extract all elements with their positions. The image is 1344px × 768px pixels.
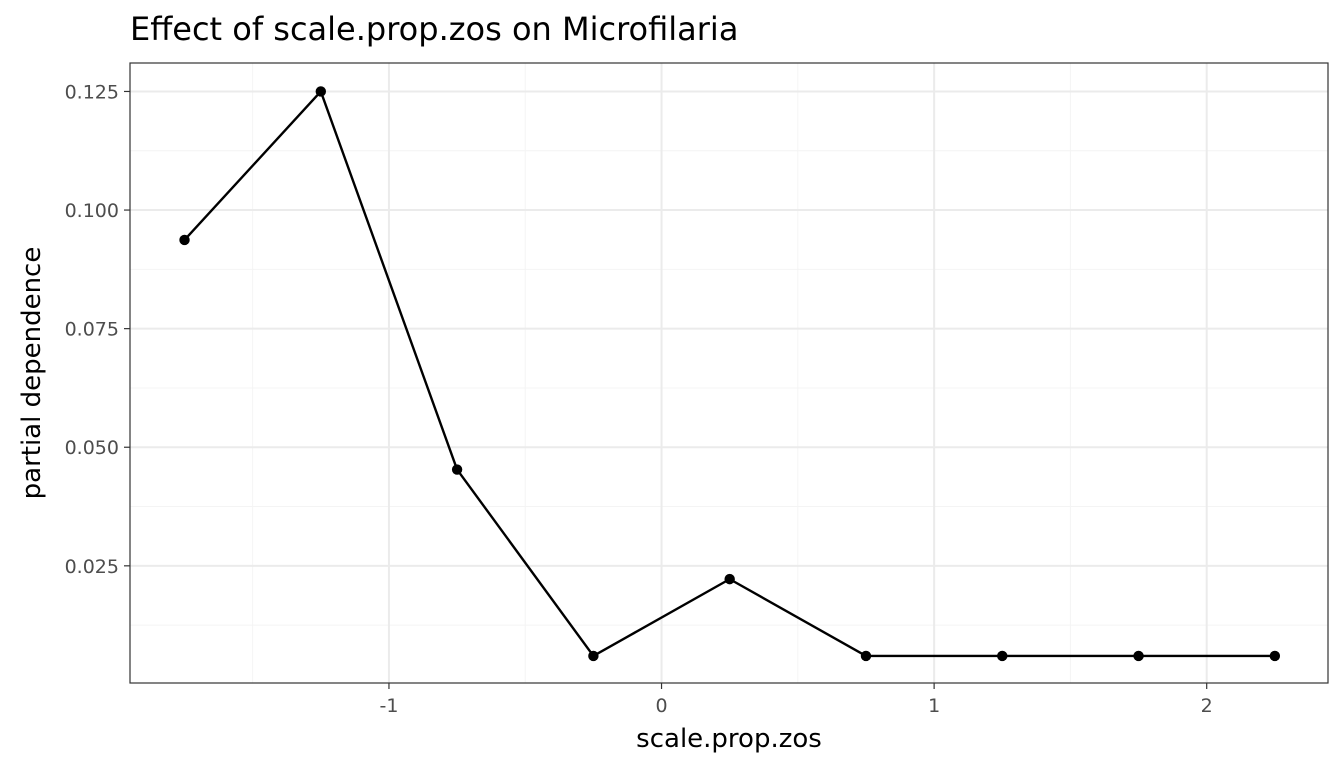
data-point xyxy=(451,464,463,475)
data-point xyxy=(179,234,190,246)
major-grid xyxy=(130,63,1328,683)
y-axis-title: partial dependence xyxy=(17,247,47,500)
plot-area xyxy=(129,62,1329,684)
y-tick-label: 0.050 xyxy=(65,437,119,459)
chart-title: Effect of scale.prop.zos on Microfilaria xyxy=(130,10,738,48)
data-point xyxy=(997,650,1008,662)
y-tick-label: 0.125 xyxy=(65,81,119,103)
x-tick-label: 2 xyxy=(1201,695,1213,717)
data-point xyxy=(860,650,872,662)
series-layer xyxy=(179,86,1281,662)
data-point xyxy=(588,650,599,662)
y-tick-label: 0.100 xyxy=(65,200,119,222)
y-axis: 0.025 0.050 0.075 0.100 0.125 xyxy=(65,81,130,578)
x-tick-label: 1 xyxy=(928,695,940,717)
y-tick-label: 0.025 xyxy=(65,556,119,578)
x-axis: -1 0 1 2 xyxy=(379,683,1213,717)
x-axis-title: scale.prop.zos xyxy=(636,724,822,754)
data-point xyxy=(724,573,735,585)
x-tick-label: 0 xyxy=(655,695,667,717)
data-point xyxy=(1133,650,1144,662)
series-line xyxy=(183,90,1275,658)
minor-grid xyxy=(130,63,1328,683)
x-tick-label: -1 xyxy=(379,695,398,717)
panel-border xyxy=(129,62,1329,684)
data-point xyxy=(315,86,327,97)
y-tick-label: 0.075 xyxy=(65,319,119,341)
data-point xyxy=(1269,650,1281,662)
